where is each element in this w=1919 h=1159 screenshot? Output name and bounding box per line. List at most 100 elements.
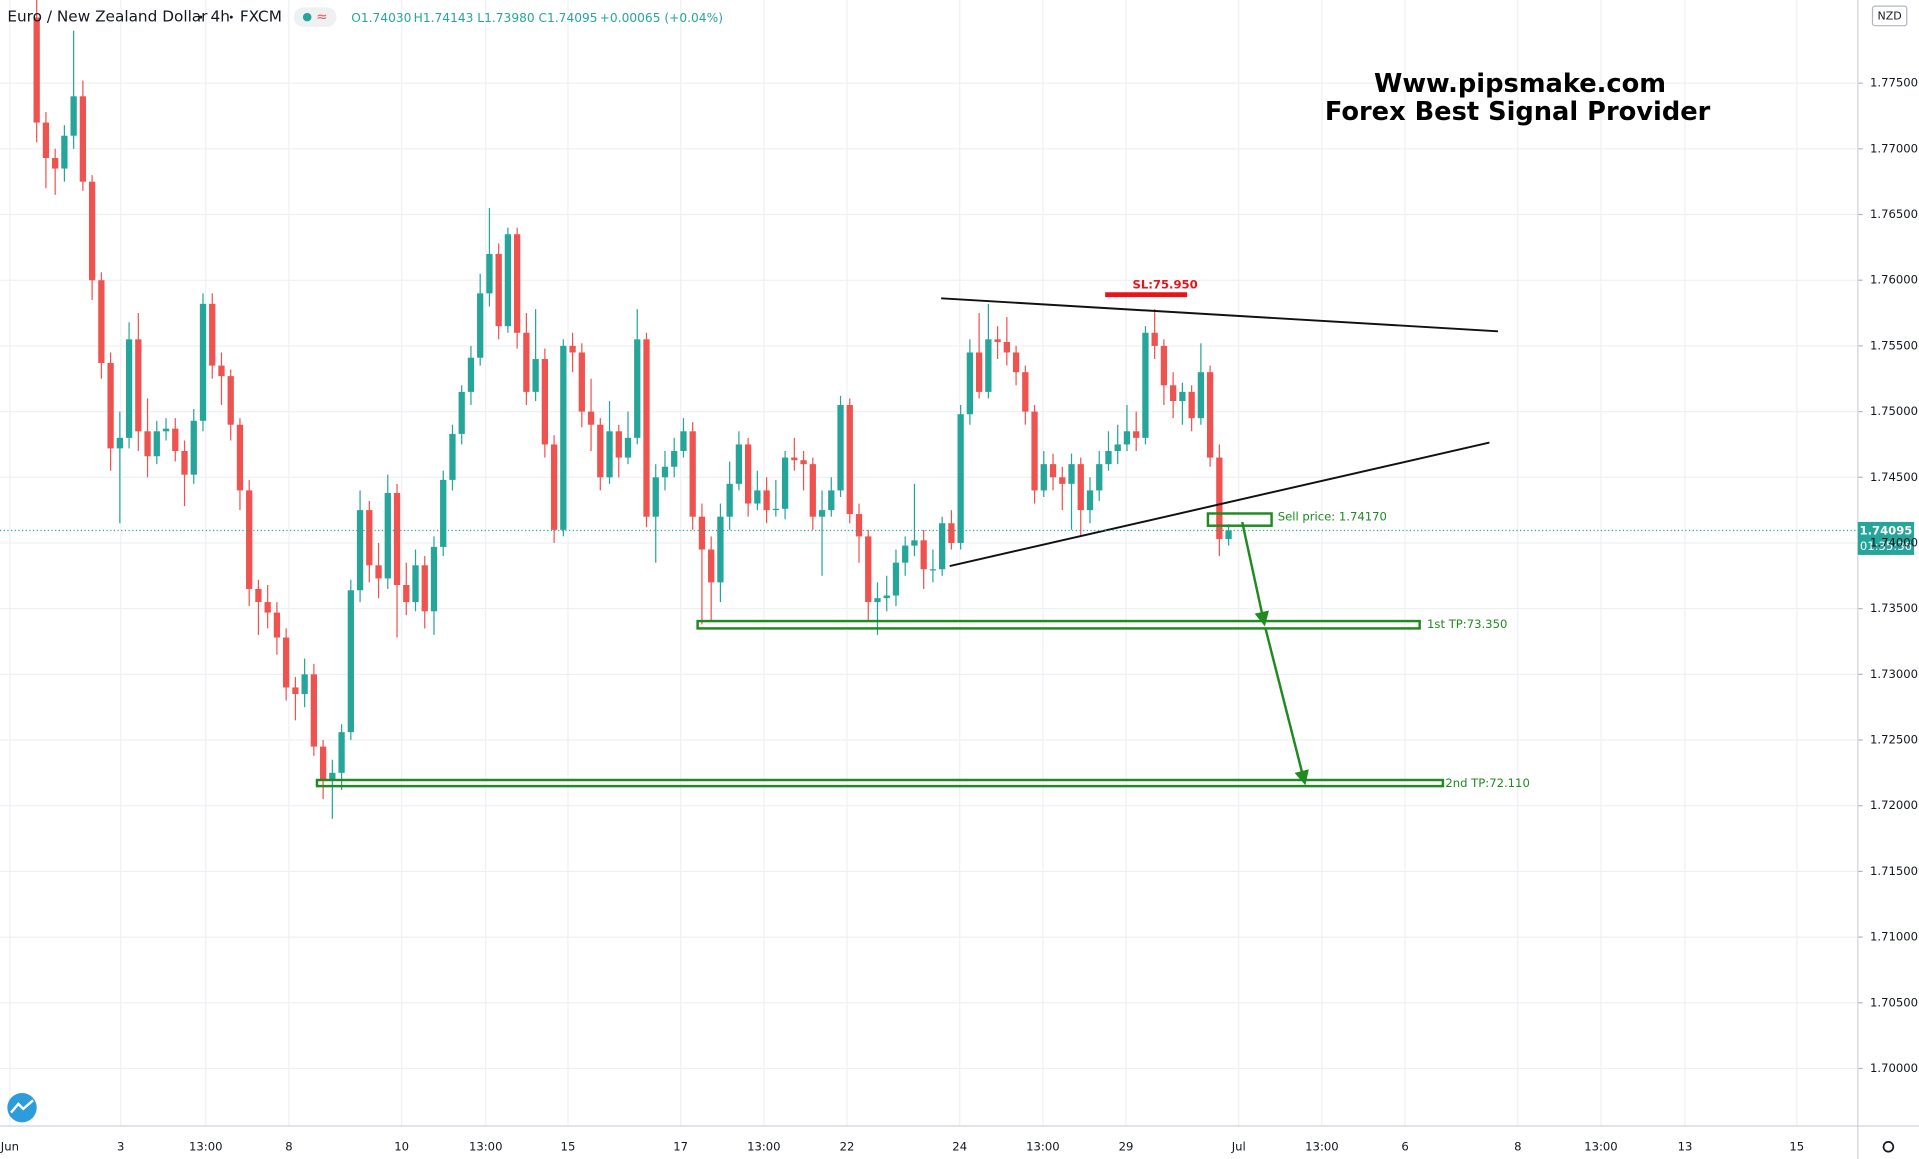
candle-body — [477, 293, 484, 358]
status-badge[interactable] — [293, 7, 337, 27]
candle-body — [1086, 490, 1094, 511]
source: FXCM — [240, 8, 282, 26]
candle-body — [1114, 444, 1121, 452]
arrow — [1241, 521, 1269, 627]
candle-body — [218, 365, 225, 377]
x-tick-label: Jul — [1231, 1139, 1246, 1153]
candle-body — [846, 405, 853, 515]
candle-body — [393, 493, 401, 586]
candle-body — [42, 122, 50, 159]
candle-body — [199, 303, 207, 421]
candle-body — [680, 431, 687, 452]
candle-body — [828, 490, 835, 511]
candle-body — [818, 510, 826, 517]
candle-body — [615, 431, 622, 458]
candle-body — [902, 545, 909, 563]
sell-zone — [1206, 512, 1273, 527]
candle-body — [98, 280, 105, 363]
candle-body — [236, 424, 244, 491]
candle-body — [310, 674, 318, 747]
candle-body — [985, 339, 992, 392]
candle-body — [116, 437, 123, 449]
candle-body — [597, 424, 604, 478]
candle-body — [606, 431, 613, 478]
candle-body — [717, 516, 724, 583]
candle-body — [52, 158, 59, 169]
candle-body — [375, 565, 382, 579]
candle-body — [966, 352, 974, 415]
candle-body — [264, 602, 271, 613]
candle-body — [458, 391, 465, 434]
x-tick-label: 8 — [1514, 1139, 1521, 1153]
candle-body — [643, 339, 650, 517]
candle-body — [698, 516, 706, 550]
candle-body — [301, 674, 308, 695]
candle-body — [800, 460, 807, 465]
candle-body — [384, 493, 391, 579]
candle-body — [1031, 411, 1038, 491]
candle-body — [1077, 464, 1084, 511]
candle-body — [781, 457, 789, 509]
interval: 4h — [211, 8, 230, 26]
candle-body — [283, 637, 290, 688]
watermark: Www.pipsmake.com — [1374, 69, 1666, 99]
y-tick-label: 1.75000 — [1870, 404, 1918, 418]
y-tick-label: 1.77000 — [1870, 141, 1918, 155]
candle-body — [1160, 345, 1168, 386]
candle-body — [403, 585, 410, 603]
x-tick-label: 6 — [1401, 1139, 1408, 1153]
arrow — [1264, 628, 1309, 786]
y-tick-label: 1.74000 — [1870, 535, 1918, 549]
y-tick-label: 1.70000 — [1870, 1061, 1918, 1075]
sl-label: SL:75.950 — [1132, 277, 1197, 291]
candle-body — [911, 540, 918, 546]
candle-body — [1197, 372, 1205, 419]
candle-body — [153, 431, 160, 457]
candle-body — [634, 339, 641, 438]
candle-body — [1179, 391, 1186, 402]
currency-badge[interactable] — [1871, 5, 1908, 27]
candle-body — [994, 339, 1001, 342]
x-tick-label: 13:00 — [1026, 1139, 1059, 1153]
candle-body — [1040, 464, 1047, 491]
candle-body — [1003, 341, 1010, 353]
candle-body — [430, 546, 438, 612]
candle-body — [772, 508, 779, 511]
y-tick-label: 1.72500 — [1870, 733, 1918, 747]
candle-body — [162, 428, 170, 432]
x-tick-label: 15 — [1789, 1139, 1804, 1153]
candle-body — [744, 444, 752, 504]
x-tick-label: 13:00 — [469, 1139, 502, 1153]
candle-body — [255, 588, 262, 603]
candle-body — [1105, 451, 1112, 465]
candle-body — [412, 565, 419, 603]
candle-body — [735, 444, 743, 484]
ohlc-low: L1.73980 — [477, 11, 534, 25]
x-tick-label: 22 — [840, 1139, 855, 1153]
y-tick-label: 1.73500 — [1870, 601, 1918, 615]
x-tick-label: 3 — [117, 1139, 124, 1153]
watermark: Forex Best Signal Provider — [1325, 97, 1711, 127]
candle-body — [920, 540, 927, 570]
candle-body — [569, 345, 576, 353]
candle-body — [449, 433, 456, 480]
candle-body — [791, 457, 798, 461]
candle-body — [948, 523, 955, 543]
candle-body — [329, 772, 336, 780]
x-tick-label: 13:00 — [1584, 1139, 1617, 1153]
candle-body — [957, 414, 964, 543]
candle-body — [587, 411, 595, 425]
y-tick-label: 1.71500 — [1870, 864, 1918, 878]
x-tick-label: 17 — [673, 1139, 688, 1153]
y-tick-label: 1.76500 — [1870, 207, 1918, 221]
candle-body — [1096, 464, 1103, 491]
candle-body — [929, 569, 937, 571]
candle-body — [33, 17, 40, 123]
candles — [33, 0, 1232, 819]
candle-body — [144, 431, 151, 457]
settings-icon[interactable] — [1882, 1141, 1895, 1153]
candle-body — [495, 253, 502, 327]
candle-body — [513, 234, 521, 333]
candle-body — [1123, 431, 1131, 445]
